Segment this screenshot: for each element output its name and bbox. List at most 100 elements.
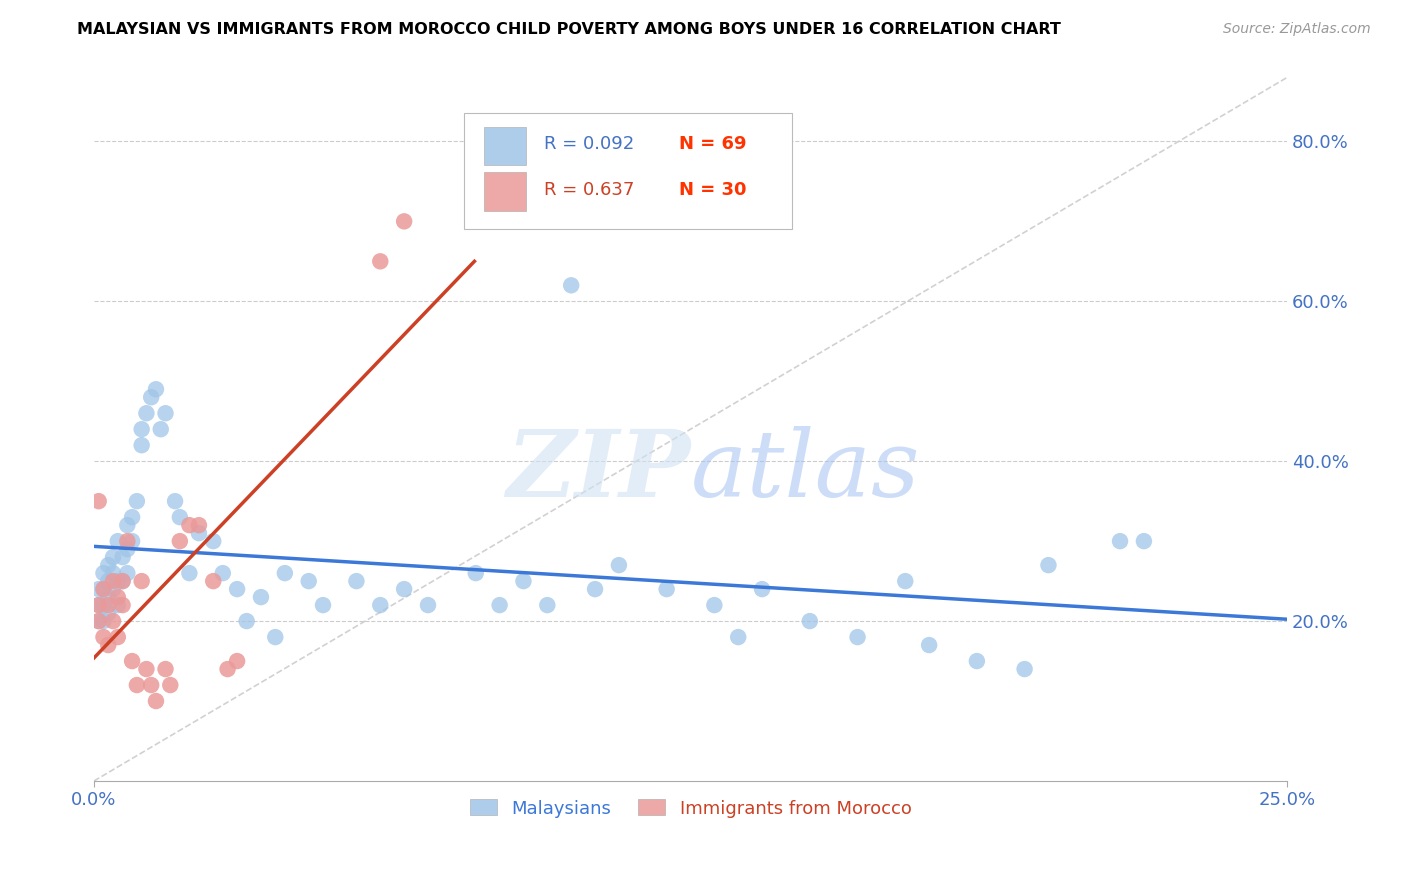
Point [117, 542, 139, 557]
Point [107, 630, 129, 644]
Point [165, 494, 187, 508]
Point [145, 382, 167, 396]
Text: MALAYSIAN VS IMMIGRANTS FROM MOROCCO CHILD POVERTY AMONG BOYS UNDER 16 CORRELATI: MALAYSIAN VS IMMIGRANTS FROM MOROCCO CHI… [77, 22, 1062, 37]
Point [416, 598, 439, 612]
Point [107, 598, 129, 612]
Point [536, 598, 558, 612]
Point [1133, 534, 1156, 549]
Point [93, 630, 115, 644]
Point [141, 678, 163, 692]
Text: R = 0.092: R = 0.092 [544, 136, 634, 153]
Point [107, 534, 129, 549]
Point [346, 574, 368, 588]
Point [97, 558, 120, 573]
Point [179, 566, 201, 581]
Point [101, 550, 124, 565]
Point [894, 574, 917, 588]
FancyBboxPatch shape [484, 127, 526, 165]
Text: N = 30: N = 30 [679, 181, 747, 199]
Point [111, 598, 134, 612]
Point [1038, 558, 1060, 573]
Point [583, 582, 606, 596]
Point [87, 598, 110, 612]
Point [1109, 534, 1132, 549]
Point [111, 550, 134, 565]
Point [121, 510, 143, 524]
Text: ZIP: ZIP [506, 426, 690, 516]
Point [368, 598, 391, 612]
Point [607, 558, 630, 573]
Legend: Malaysians, Immigrants from Morocco: Malaysians, Immigrants from Morocco [463, 792, 918, 825]
Point [655, 582, 678, 596]
Point [226, 582, 249, 596]
Point [155, 406, 177, 420]
Point [202, 534, 225, 549]
Point [101, 574, 124, 588]
Point [312, 598, 335, 612]
Text: atlas: atlas [690, 426, 920, 516]
Point [250, 590, 273, 604]
Point [131, 438, 153, 452]
Text: Source: ZipAtlas.com: Source: ZipAtlas.com [1223, 22, 1371, 37]
Point [135, 662, 157, 676]
Point [87, 494, 110, 508]
Point [264, 630, 287, 644]
Point [159, 678, 181, 692]
Point [135, 406, 157, 420]
Point [93, 582, 115, 596]
Point [111, 574, 134, 588]
Point [298, 574, 321, 588]
Point [211, 566, 233, 581]
Point [131, 422, 153, 436]
Point [141, 390, 163, 404]
Point [918, 638, 941, 652]
Point [117, 566, 139, 581]
Point [235, 614, 257, 628]
Point [799, 614, 821, 628]
Point [107, 574, 129, 588]
FancyBboxPatch shape [484, 172, 526, 211]
Point [117, 518, 139, 533]
Point [392, 582, 415, 596]
Point [93, 566, 115, 581]
Point [131, 574, 153, 588]
Point [145, 694, 167, 708]
Text: N = 69: N = 69 [679, 136, 747, 153]
Point [169, 534, 191, 549]
Point [125, 678, 148, 692]
Point [125, 494, 148, 508]
FancyBboxPatch shape [464, 112, 792, 228]
Point [392, 214, 415, 228]
Point [368, 254, 391, 268]
Point [149, 422, 172, 436]
Point [117, 534, 139, 549]
Point [560, 278, 582, 293]
Point [1014, 662, 1036, 676]
Point [97, 638, 120, 652]
Point [87, 582, 110, 596]
Point [93, 582, 115, 596]
Point [464, 566, 486, 581]
Point [155, 662, 177, 676]
Point [512, 574, 534, 588]
Point [101, 582, 124, 596]
Point [179, 518, 201, 533]
Point [97, 598, 120, 612]
Point [187, 518, 209, 533]
Point [111, 574, 134, 588]
Point [727, 630, 749, 644]
Point [751, 582, 773, 596]
Point [87, 614, 110, 628]
Point [121, 654, 143, 668]
Point [97, 606, 120, 620]
Point [101, 614, 124, 628]
Point [703, 598, 725, 612]
Point [274, 566, 297, 581]
Point [93, 598, 115, 612]
Point [187, 526, 209, 541]
Point [87, 614, 110, 628]
Point [202, 574, 225, 588]
Point [217, 662, 239, 676]
Text: R = 0.637: R = 0.637 [544, 181, 634, 199]
Point [97, 590, 120, 604]
